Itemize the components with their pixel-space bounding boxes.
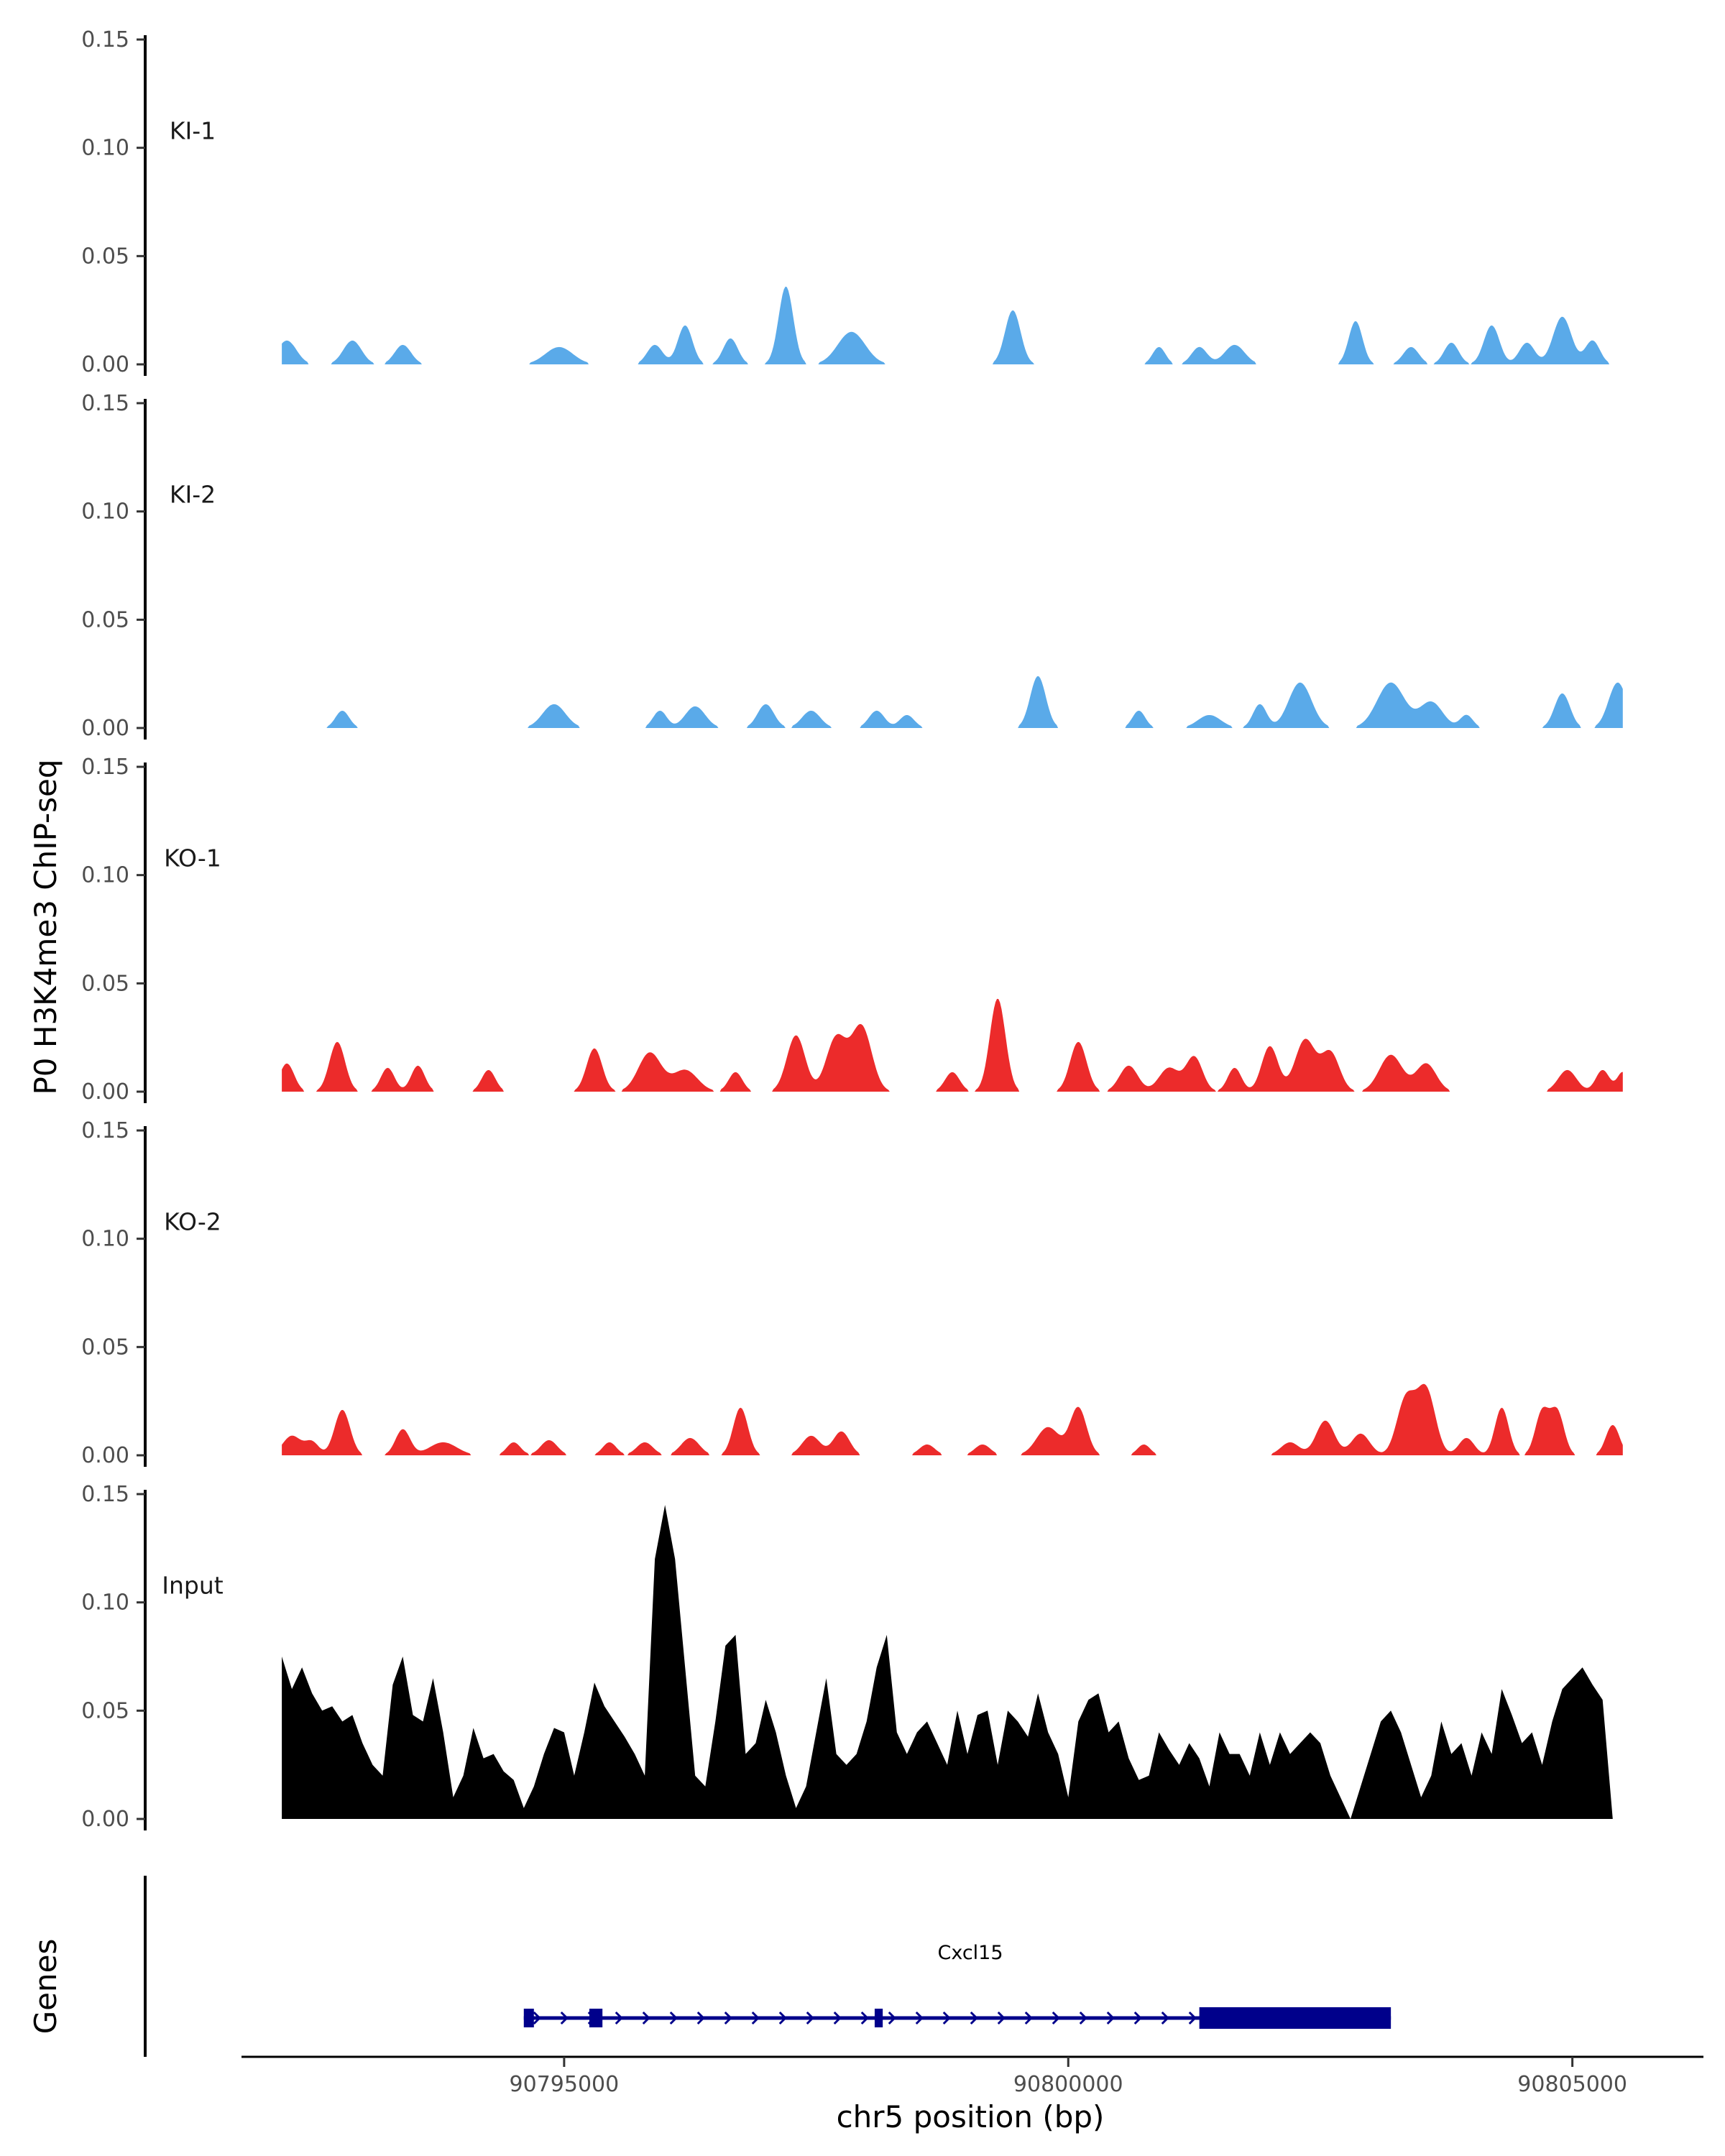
- gene-strand-arrow: [533, 2011, 541, 2025]
- track-input-label: Input: [162, 1572, 224, 1600]
- gene-strand-arrow: [970, 2011, 978, 2025]
- gene-track: Cxcl15 Genes: [28, 1876, 1392, 2057]
- x-tick-label: 90800000: [1013, 2072, 1123, 2097]
- track-input-y-tick-label: 0.15: [81, 1482, 129, 1507]
- track-ko-2-y-tick-label: 0.00: [81, 1443, 129, 1468]
- track-ko-2-y-tick-label: 0.10: [81, 1227, 129, 1252]
- track-ki-2-y-tick-label: 0.10: [81, 499, 129, 525]
- track-ki-2-y-tick-label: 0.15: [81, 391, 129, 416]
- gene-strand-arrow: [1188, 2011, 1197, 2025]
- x-axis: chr5 position (bp) 90795000 90800000 90805…: [242, 2055, 1703, 2134]
- track-ki-1-y-tick-label: 0.00: [81, 352, 129, 377]
- track-ki-2: 0.15 0.10 0.05 0.00 KI-2: [81, 391, 1623, 741]
- gene-exon: [523, 2009, 534, 2027]
- gene-strand-arrow: [642, 2011, 650, 2025]
- gene-strand-arrow: [615, 2011, 623, 2025]
- y-axis-title: P0 H3K4me3 ChIP-seq: [28, 759, 63, 1095]
- x-tick-label: 90795000: [510, 2072, 620, 2097]
- track-ki-1-y-tick-label: 0.10: [81, 136, 129, 161]
- gene-strand-arrow: [915, 2011, 924, 2025]
- gene-strand-arrow: [1133, 2011, 1142, 2025]
- gene-exon: [589, 2009, 603, 2027]
- gene-strand-arrow: [1052, 2011, 1060, 2025]
- track-input-y-tick-label: 0.05: [81, 1698, 129, 1723]
- gene-strand-arrow: [669, 2011, 678, 2025]
- track-ko-2: 0.15 0.10 0.05 0.00 KO-2: [81, 1118, 1623, 1468]
- track-ko-2-label: KO-2: [164, 1208, 221, 1236]
- gene-strand-arrow: [806, 2011, 814, 2025]
- gene-strand-arrow: [724, 2011, 732, 2025]
- gene-strand-arrow: [888, 2011, 896, 2025]
- track-ko-1-signal-area: [282, 998, 1623, 1092]
- gene-strand-arrow: [778, 2011, 787, 2025]
- track-input: 0.15 0.10 0.05 0.00 Input: [81, 1482, 1613, 1832]
- track-ko-1-label: KO-1: [164, 844, 221, 872]
- x-tick-label: 90805000: [1517, 2072, 1627, 2097]
- track-ko-1-y-tick-label: 0.15: [81, 755, 129, 780]
- track-ki-2-signal-area: [282, 676, 1623, 728]
- gene-name-label: Cxcl15: [937, 1942, 1003, 1964]
- track-ki-1-y-tick-label: 0.15: [81, 27, 129, 52]
- track-ko-1-y-tick-label: 0.10: [81, 863, 129, 888]
- gene-strand-arrow: [833, 2011, 842, 2025]
- gene-strand-arrow: [1079, 2011, 1087, 2025]
- track-ko-2-signal-area: [282, 1383, 1623, 1455]
- genes-axis-label: Genes: [28, 1939, 63, 2035]
- gene-strand-arrow: [942, 2011, 951, 2025]
- gene-strand-arrow: [1161, 2011, 1169, 2025]
- gene-strand-arrow: [1106, 2011, 1115, 2025]
- gene-strand-arrow: [997, 2011, 1006, 2025]
- gene-strand-arrow: [1024, 2011, 1033, 2025]
- gene-exon: [874, 2009, 883, 2027]
- track-ki-2-y-tick-label: 0.00: [81, 716, 129, 741]
- track-ki-1-label: KI-1: [170, 117, 216, 145]
- track-ko-2-y-tick-label: 0.15: [81, 1118, 129, 1143]
- track-ko-1-y-tick-label: 0.05: [81, 971, 129, 996]
- track-input-y-tick-label: 0.00: [81, 1807, 129, 1832]
- track-ko-2-y-tick-label: 0.05: [81, 1335, 129, 1360]
- track-input-signal-area: [282, 1505, 1613, 1819]
- track-ki-2-y-tick-label: 0.05: [81, 607, 129, 632]
- track-ki-2-label: KI-2: [170, 481, 216, 509]
- gene-strand-arrow: [696, 2011, 705, 2025]
- track-ko-1: 0.15 0.10 0.05 0.00 KO-1: [81, 755, 1623, 1105]
- x-axis-title: chr5 position (bp): [837, 2099, 1105, 2134]
- gene-exon: [1199, 2007, 1392, 2029]
- signal-tracks: 0.15 0.10 0.05 0.00 KI-1 0.15 0.10 0.05 0.00 KI-2…: [81, 27, 1623, 1832]
- gene-strand-arrow: [560, 2011, 569, 2025]
- track-ko-1-y-tick-label: 0.00: [81, 1079, 129, 1105]
- gene-strand-arrow: [860, 2011, 869, 2025]
- track-ki-1-signal-area: [282, 286, 1623, 364]
- track-ki-1: 0.15 0.10 0.05 0.00 KI-1: [81, 27, 1623, 377]
- track-input-y-tick-label: 0.10: [81, 1590, 129, 1616]
- gene-strand-arrow: [751, 2011, 760, 2025]
- track-ki-1-y-tick-label: 0.05: [81, 244, 129, 269]
